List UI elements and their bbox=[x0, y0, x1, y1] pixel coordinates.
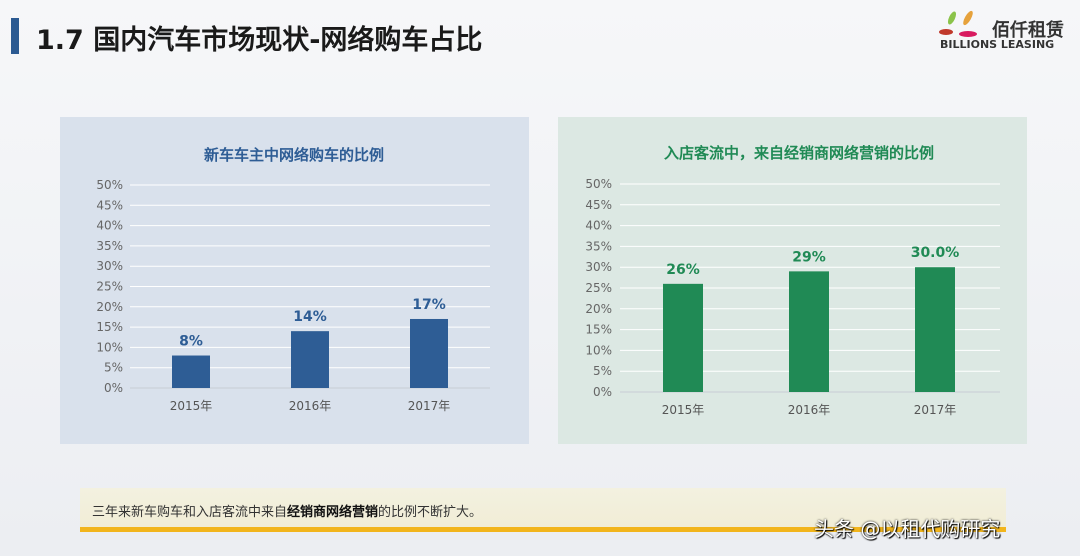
page-title: 1.7 国内汽车市场现状-网络购车占比 bbox=[36, 25, 483, 56]
x-tick-label: 2015年 bbox=[662, 403, 705, 417]
x-tick-label: 2016年 bbox=[788, 403, 831, 417]
y-tick-label: 15% bbox=[585, 323, 612, 337]
y-tick-label: 10% bbox=[585, 343, 612, 357]
summary-note: 三年来新车购车和入店客流中来自经销商网络营销的比例不断扩大。 bbox=[80, 488, 1006, 532]
note-bold: 经销商网络营销 bbox=[287, 505, 379, 520]
x-tick-label: 2016年 bbox=[289, 399, 332, 413]
y-tick-label: 35% bbox=[585, 239, 612, 253]
logo-text-cn: 佰仟租赁 bbox=[992, 20, 1064, 41]
y-tick-label: 5% bbox=[593, 364, 612, 378]
y-tick-label: 20% bbox=[96, 300, 123, 314]
y-tick-label: 40% bbox=[585, 219, 612, 233]
bar bbox=[915, 267, 955, 392]
data-label: 14% bbox=[293, 309, 327, 325]
y-tick-label: 25% bbox=[585, 281, 612, 295]
y-tick-label: 45% bbox=[585, 198, 612, 212]
y-tick-label: 0% bbox=[593, 385, 612, 399]
watermark: 头条 @以租代购研究 bbox=[814, 517, 1001, 541]
y-tick-label: 0% bbox=[104, 381, 123, 395]
logo-text-en: BILLIONS LEASING bbox=[940, 38, 1055, 51]
bar bbox=[663, 283, 703, 392]
chart-panel-online-purchase bbox=[60, 117, 529, 444]
y-tick-label: 30% bbox=[585, 260, 612, 274]
y-tick-label: 35% bbox=[96, 239, 123, 253]
x-tick-label: 2017年 bbox=[408, 399, 451, 413]
y-tick-label: 25% bbox=[96, 280, 123, 294]
note-suffix: 的比例不断扩大。 bbox=[378, 505, 483, 520]
chart-title: 入店客流中，来自经销商网络营销的比例 bbox=[664, 144, 934, 162]
note-prefix: 三年来新车购车和入店客流中来自 bbox=[92, 505, 288, 520]
y-tick-label: 50% bbox=[96, 178, 123, 192]
y-tick-label: 40% bbox=[96, 219, 123, 233]
x-tick-label: 2017年 bbox=[914, 403, 957, 417]
bar bbox=[291, 331, 329, 388]
data-label: 8% bbox=[179, 334, 203, 350]
title-accent-bar bbox=[11, 18, 19, 54]
data-label: 17% bbox=[412, 297, 446, 313]
data-label: 29% bbox=[792, 249, 826, 265]
bar bbox=[410, 318, 448, 388]
y-tick-label: 45% bbox=[96, 198, 123, 212]
data-label: 26% bbox=[666, 262, 700, 278]
y-tick-label: 30% bbox=[96, 259, 123, 273]
y-tick-label: 15% bbox=[96, 320, 123, 334]
y-tick-label: 5% bbox=[104, 361, 123, 375]
y-tick-label: 50% bbox=[585, 177, 612, 191]
bar bbox=[789, 271, 829, 392]
y-tick-label: 20% bbox=[585, 302, 612, 316]
y-tick-label: 10% bbox=[96, 340, 123, 354]
logo-petals-icon bbox=[939, 10, 977, 37]
summary-text: 三年来新车购车和入店客流中来自经销商网络营销的比例不断扩大。 bbox=[92, 501, 482, 520]
bar bbox=[172, 355, 210, 388]
x-tick-label: 2015年 bbox=[170, 399, 213, 413]
data-label: 30.0% bbox=[911, 245, 960, 261]
chart-title: 新车车主中网络购车的比例 bbox=[204, 146, 384, 164]
